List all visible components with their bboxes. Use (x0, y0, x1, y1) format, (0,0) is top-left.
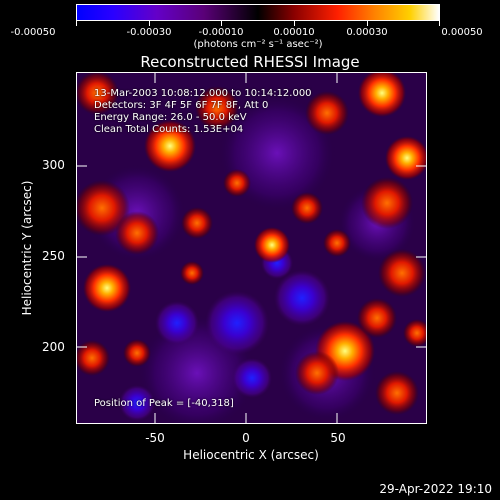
colorbar-tick-label: -0.00050 (10, 27, 56, 38)
detectors-annotation: Detectors: 3F 4F 5F 6F 7F 8F, Att 0 (94, 100, 269, 111)
rhessi-image-canvas (77, 73, 426, 423)
colorbar-tick (76, 21, 77, 26)
colorbar-tick-label: 0.00050 (441, 27, 483, 38)
x-tick-label: 0 (242, 431, 250, 445)
colorbar-tick (439, 21, 440, 26)
render-timestamp: 29-Apr-2022 19:10 (379, 482, 492, 496)
y-axis-label: Heliocentric Y (arcsec) (20, 180, 34, 316)
time-range-annotation: 13-Mar-2003 10:08:12.000 to 10:14:12.000 (94, 88, 312, 99)
peak-position-annotation: Position of Peak = [-40,318] (94, 398, 234, 409)
x-tick-label: -50 (145, 431, 165, 445)
colorbar (76, 4, 440, 21)
colorbar-tick-label: 0.00010 (273, 27, 315, 38)
y-tick-label: 250 (42, 249, 65, 263)
colorbar-tick-label: -0.00010 (198, 27, 244, 38)
colorbar-tick (221, 21, 222, 26)
y-tick-label: 300 (42, 158, 65, 172)
x-axis-label: Heliocentric X (arcsec) (183, 448, 319, 462)
colorbar-tick (149, 21, 150, 26)
energy-range-annotation: Energy Range: 26.0 - 50.0 keV (94, 112, 247, 123)
x-tick-label: 50 (330, 431, 346, 445)
colorbar-tick-label: 0.00030 (346, 27, 388, 38)
y-tick-label: 200 (42, 340, 65, 354)
colorbar-unit-label: (photons cm⁻² s⁻¹ asec⁻²) (193, 39, 323, 50)
colorbar-tick (294, 21, 295, 26)
colorbar-tick (367, 21, 368, 26)
clean-counts-annotation: Clean Total Counts: 1.53E+04 (94, 124, 244, 135)
plot-title: Reconstructed RHESSI Image (140, 53, 360, 71)
colorbar-tick-label: -0.00030 (126, 27, 172, 38)
rhessi-image (76, 72, 427, 424)
